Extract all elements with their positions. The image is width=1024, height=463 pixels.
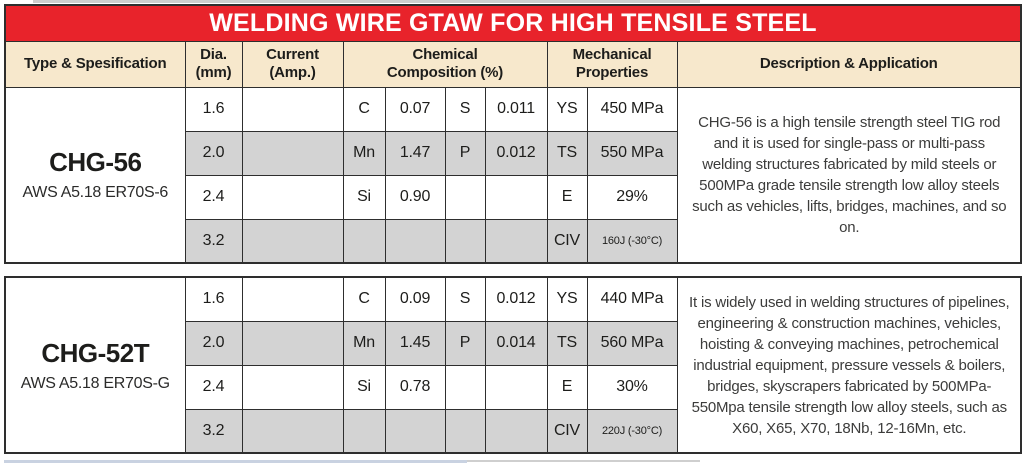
col-header-type: Type & Spesification: [4, 40, 186, 88]
chem-element-cell: C: [342, 276, 386, 322]
mech-label-cell: E: [546, 364, 588, 410]
col-header-current: Current (Amp.): [241, 40, 344, 88]
chem-value-cell: [484, 218, 548, 264]
chem-value-cell: 1.47: [384, 130, 446, 176]
dia-cell: 3.2: [184, 408, 243, 454]
chem-element-cell: Mn: [342, 130, 386, 176]
table-row: CHG-56 AWS A5.18 ER70S-6 1.6 C 0.07 S 0.…: [4, 86, 1022, 264]
dia-cell: 2.4: [184, 174, 243, 220]
chem-element-cell: P: [444, 130, 486, 176]
current-cell: [241, 174, 344, 220]
table-row: CHG-52T AWS A5.18 ER70S-G 1.6 C 0.09 S 0…: [4, 276, 1022, 454]
dia-cell: 3.2: [184, 218, 243, 264]
chem-element-cell: S: [444, 86, 486, 132]
dia-cell: 2.0: [184, 130, 243, 176]
chem-value-cell: [384, 218, 446, 264]
chem-value-cell: 0.012: [484, 130, 548, 176]
chem-element-cell: S: [444, 276, 486, 322]
dia-cell: 2.0: [184, 320, 243, 366]
mech-value-cell: 160J (-30°C): [586, 218, 678, 264]
next-section-edge: [4, 460, 467, 463]
chem-value-cell: 0.09: [384, 276, 446, 322]
dia-cell: 1.6: [184, 86, 243, 132]
current-cell: [241, 130, 344, 176]
chem-element-cell: C: [342, 86, 386, 132]
welding-wire-table-chg52t: CHG-52T AWS A5.18 ER70S-G 1.6 C 0.09 S 0…: [4, 276, 1022, 454]
chem-value-cell: 0.07: [384, 86, 446, 132]
type-cell: CHG-56 AWS A5.18 ER70S-6: [4, 86, 186, 264]
col-header-chemical: Chemical Composition (%): [342, 40, 548, 88]
current-cell: [241, 364, 344, 410]
mech-label-cell: CIV: [546, 408, 588, 454]
description-cell: CHG-56 is a high tensile strength steel …: [676, 86, 1022, 264]
chem-element-cell: [444, 218, 486, 264]
type-cell: CHG-52T AWS A5.18 ER70S-G: [4, 276, 186, 454]
product-name: CHG-56: [49, 147, 142, 178]
chem-value-cell: 0.012: [484, 276, 548, 322]
chem-value-cell: 0.014: [484, 320, 548, 366]
product-name: CHG-52T: [41, 337, 150, 368]
chem-element-cell: Si: [342, 174, 386, 220]
current-cell: [241, 408, 344, 454]
column-header-row: Type & Spesification Dia. (mm) Current (…: [4, 40, 1022, 88]
table-row: 2.4 Si 0.90 E 29%: [5, 174, 1021, 220]
chem-value-cell: 0.90: [384, 174, 446, 220]
chem-value-cell: 1.45: [384, 320, 446, 366]
chem-value-cell: [484, 408, 548, 454]
chem-element-cell: [342, 408, 386, 454]
mech-label-cell: E: [546, 174, 588, 220]
mech-value-cell: 29%: [586, 174, 678, 220]
current-cell: [241, 218, 344, 264]
current-cell: [241, 86, 344, 132]
dia-cell: 2.4: [184, 364, 243, 410]
chem-element-cell: Si: [342, 364, 386, 410]
previous-section-edge: [33, 0, 700, 3]
product-spec: AWS A5.18 ER70S-6: [22, 184, 169, 202]
chem-element-cell: [444, 364, 486, 410]
table-title-row: WELDING WIRE GTAW FOR HIGH TENSILE STEEL: [4, 4, 1022, 42]
col-header-mechanical: Mechanical Properties: [546, 40, 678, 88]
chem-element-cell: [342, 218, 386, 264]
next-section-edge: [467, 460, 700, 462]
col-header-dia: Dia. (mm): [184, 40, 243, 88]
current-cell: [241, 320, 344, 366]
chem-value-cell: [384, 408, 446, 454]
current-cell: [241, 276, 344, 322]
mech-label-cell: TS: [546, 320, 588, 366]
chem-value-cell: [484, 364, 548, 410]
mech-value-cell: 30%: [586, 364, 678, 410]
col-header-description: Description & Application: [676, 40, 1022, 88]
mech-label-cell: YS: [546, 276, 588, 322]
chem-element-cell: Mn: [342, 320, 386, 366]
mech-value-cell: 440 MPa: [586, 276, 678, 322]
table-row: 2.0 Mn 1.47 P 0.012 TS 550 MPa: [5, 130, 1021, 176]
table-row: 2.0 Mn 1.45 P 0.014 TS 560 MPa: [5, 320, 1021, 366]
table-row: 3.2 CIV 220J (-30°C): [5, 408, 1021, 454]
product-spec: AWS A5.18 ER70S-G: [20, 374, 170, 392]
chem-element-cell: [444, 174, 486, 220]
mech-label-cell: YS: [546, 86, 588, 132]
mech-value-cell: 550 MPa: [586, 130, 678, 176]
mech-value-cell: 220J (-30°C): [586, 408, 678, 454]
page-title: WELDING WIRE GTAW FOR HIGH TENSILE STEEL: [4, 4, 1022, 42]
mech-value-cell: 560 MPa: [586, 320, 678, 366]
chem-element-cell: P: [444, 320, 486, 366]
mech-label-cell: CIV: [546, 218, 588, 264]
chem-element-cell: [444, 408, 486, 454]
mech-label-cell: TS: [546, 130, 588, 176]
chem-value-cell: 0.78: [384, 364, 446, 410]
table-row: 3.2 CIV 160J (-30°C): [5, 218, 1021, 264]
dia-cell: 1.6: [184, 276, 243, 322]
mech-value-cell: 450 MPa: [586, 86, 678, 132]
description-cell: It is widely used in welding structures …: [676, 276, 1022, 454]
chem-value-cell: 0.011: [484, 86, 548, 132]
welding-wire-table-chg56: WELDING WIRE GTAW FOR HIGH TENSILE STEEL…: [4, 4, 1022, 264]
chem-value-cell: [484, 174, 548, 220]
